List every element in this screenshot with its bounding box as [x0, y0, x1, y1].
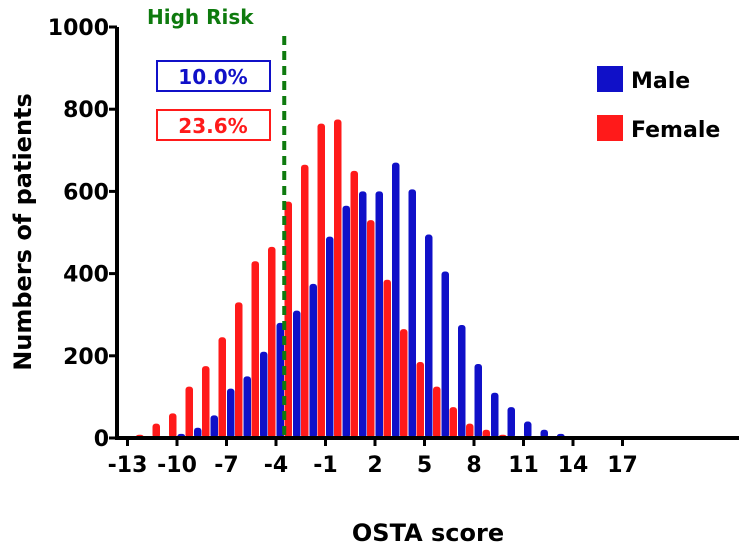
bar-male--5: [260, 351, 268, 438]
bar-female--10: [169, 413, 177, 438]
y-tick-label: 400: [63, 263, 109, 288]
bar-male--8: [210, 415, 218, 438]
x-tick-label: -10: [157, 453, 197, 478]
x-tick-label: -13: [108, 453, 148, 478]
male-percent-label: 10.0%: [178, 65, 247, 89]
x-axis-title: OSTA score: [352, 519, 504, 547]
legend-male-swatch: [597, 66, 623, 92]
bar-female--4: [268, 246, 276, 438]
bar-female-5: [416, 361, 424, 438]
x-tick-label: 14: [558, 453, 589, 478]
bar-male-2: [375, 191, 383, 438]
legend-male-label: Male: [631, 69, 690, 94]
x-tick-label: 2: [367, 453, 382, 478]
bar-female--7: [218, 337, 226, 438]
bar-female--9: [185, 386, 193, 439]
x-axis-ticks: -13 -10 -7 -4 -1 2 5 8 11 14 17: [108, 438, 638, 478]
bar-female--3: [284, 201, 292, 438]
bar-female--2: [301, 164, 309, 438]
y-tick-label: 200: [63, 345, 109, 370]
bars-group: [119, 119, 647, 439]
y-tick-label: 600: [63, 180, 109, 205]
bar-male-12: [540, 429, 548, 438]
high-risk-label: High Risk: [147, 5, 254, 29]
y-axis-ticks: 0 200 400 600 800 1000: [48, 16, 117, 452]
x-tick-label: 5: [417, 453, 432, 478]
bar-female-7: [449, 407, 457, 438]
y-tick-label: 0: [94, 427, 109, 452]
bar-male-9: [491, 392, 499, 438]
bar-male-4: [408, 189, 416, 438]
bar-female-3: [383, 279, 391, 438]
bar-female-4: [400, 329, 408, 438]
bar-female--11: [152, 423, 160, 438]
x-tick-label: 8: [466, 453, 481, 478]
x-tick-label: 11: [508, 453, 539, 478]
bar-male--9: [194, 427, 202, 438]
bar-female-0: [334, 119, 342, 438]
bar-male-3: [392, 162, 400, 438]
bar-female-6: [433, 386, 441, 439]
bar-male-5: [425, 234, 433, 438]
bar-female-8: [466, 423, 474, 438]
y-tick-label: 800: [63, 98, 109, 123]
x-tick-label: 17: [607, 453, 638, 478]
x-tick-label: -4: [264, 453, 288, 478]
bar-female-1: [350, 170, 358, 438]
female-percent-box: [156, 109, 271, 141]
female-percent-label: 23.6%: [178, 114, 247, 138]
bar-male--2: [309, 283, 317, 439]
bar-male--1: [326, 236, 334, 438]
bar-female--1: [317, 123, 325, 438]
bar-female-9: [482, 429, 490, 438]
bar-male--6: [243, 376, 251, 438]
bar-female-2: [367, 220, 375, 438]
x-tick-label: -7: [214, 453, 238, 478]
bar-male-11: [524, 421, 532, 438]
bar-male-8: [474, 364, 482, 438]
bar-male-10: [507, 407, 515, 438]
bar-male--4: [276, 322, 284, 438]
bar-female--8: [202, 366, 210, 438]
x-tick-label: -1: [313, 453, 337, 478]
bar-male--3: [293, 310, 301, 438]
legend-female-swatch: [597, 115, 623, 141]
y-tick-label: 1000: [48, 16, 109, 41]
bar-male-0: [342, 205, 350, 438]
legend-female-label: Female: [631, 118, 720, 143]
y-axis-title: Numbers of patients: [9, 93, 37, 371]
bar-male-7: [458, 324, 466, 438]
bar-male--7: [227, 388, 235, 438]
bar-female--6: [235, 302, 243, 438]
bar-male-6: [441, 271, 449, 438]
bar-male-1: [359, 191, 367, 438]
male-percent-box: [156, 60, 271, 92]
bar-female--5: [251, 261, 259, 438]
